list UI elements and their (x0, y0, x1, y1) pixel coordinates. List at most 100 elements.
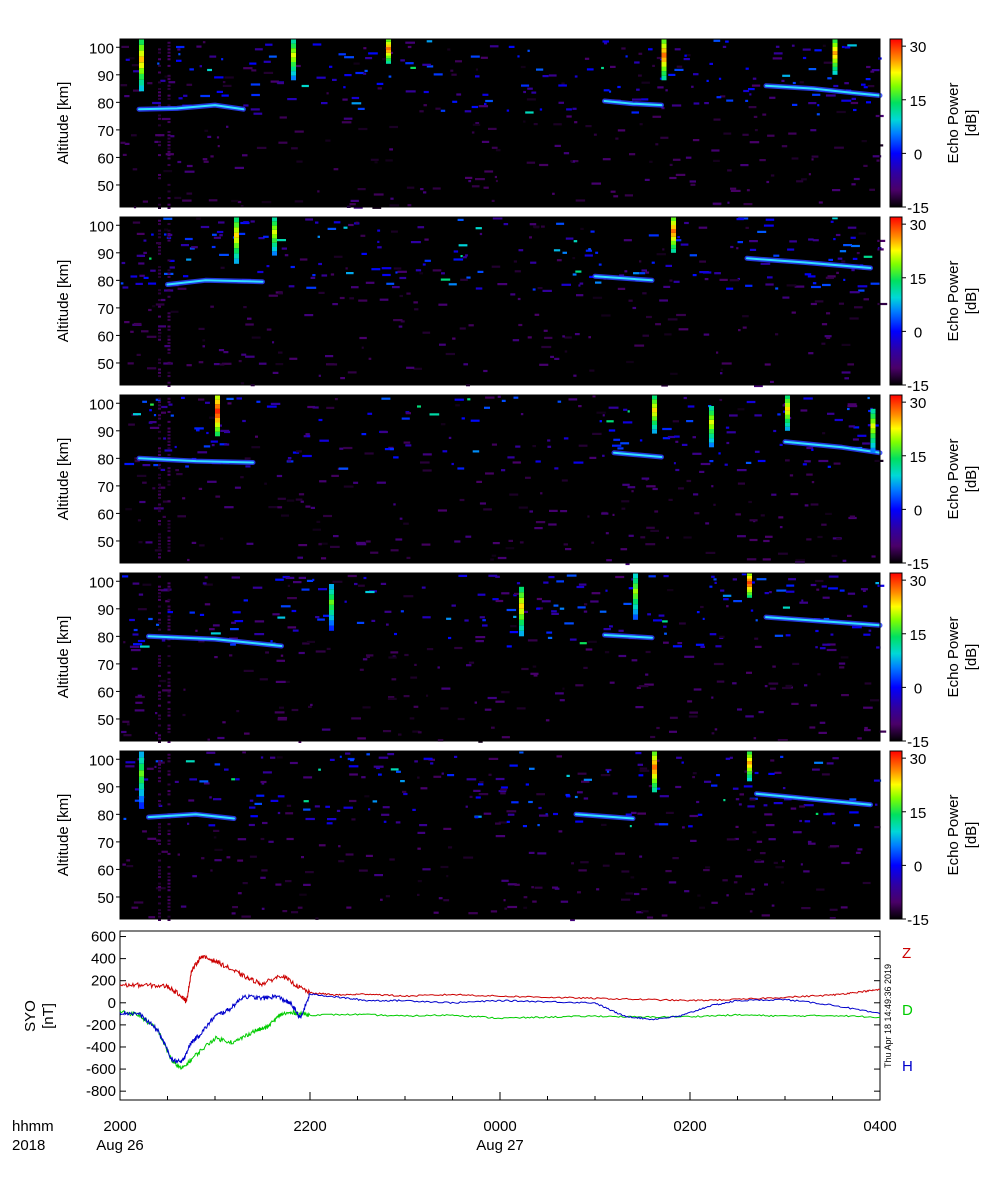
speckle (364, 452, 374, 455)
speckle (742, 133, 749, 136)
streak (158, 424, 161, 427)
speckle (604, 42, 608, 45)
speckle (468, 912, 478, 915)
speckle (307, 405, 315, 409)
speckle (207, 738, 210, 741)
speckle (745, 67, 749, 70)
speckle (565, 793, 570, 797)
streak (158, 694, 161, 697)
speckle (250, 108, 260, 111)
speckle (176, 473, 183, 476)
colorbar (889, 38, 903, 208)
speckle (689, 180, 696, 183)
speckle (213, 363, 220, 366)
streak (158, 91, 161, 94)
speckle (617, 129, 626, 132)
speckle (317, 190, 320, 193)
y-tick-label: 400 (91, 951, 116, 968)
speckle (618, 654, 627, 658)
speckle (720, 372, 723, 375)
speckle (621, 870, 630, 873)
streak (167, 790, 171, 793)
speckle (137, 639, 146, 643)
speckle (732, 682, 737, 685)
speckle (216, 136, 220, 139)
speckle (338, 467, 349, 470)
speckle (746, 671, 752, 674)
speckle (155, 839, 160, 842)
speckle (770, 759, 775, 762)
speckle (232, 611, 241, 614)
speckle (638, 774, 644, 777)
speckle (244, 457, 251, 460)
speckle (799, 81, 804, 84)
speckle (818, 201, 823, 204)
speckle (199, 65, 202, 68)
streak (167, 295, 171, 298)
speckle (782, 74, 791, 77)
speckle (606, 420, 614, 423)
legend-d: D (902, 1002, 913, 1019)
speckle (765, 283, 774, 286)
speckle (392, 286, 400, 289)
panel-frame (119, 394, 881, 564)
streak (158, 661, 161, 664)
speckle (354, 582, 358, 586)
speckle (554, 887, 560, 890)
echo-cell (291, 43, 296, 49)
speckle (683, 536, 692, 539)
streak (158, 618, 161, 621)
speckle (826, 648, 837, 652)
streak (167, 269, 171, 272)
speckle (214, 656, 218, 659)
speckle (356, 543, 367, 546)
y-tick-label: 90 (97, 68, 114, 85)
speckle (517, 297, 521, 301)
speckle (858, 289, 865, 292)
speckle (580, 861, 589, 864)
speckle (240, 205, 244, 208)
speckle (720, 368, 723, 371)
speckle (703, 333, 710, 336)
speckle (387, 753, 395, 756)
speckle (192, 875, 197, 878)
speckle (641, 81, 650, 84)
y-tick-label: 100 (89, 574, 114, 591)
speckle (726, 287, 734, 290)
speckle (612, 792, 618, 795)
streak (158, 763, 161, 766)
echo-cell (747, 578, 752, 582)
streak (167, 97, 171, 100)
speckle (799, 819, 802, 823)
speckle (421, 543, 431, 546)
speckle (143, 251, 147, 254)
speckle (849, 811, 859, 814)
speckle (646, 315, 652, 319)
speckle (453, 250, 459, 253)
speckle (847, 403, 857, 406)
speckle (847, 405, 858, 408)
speckle (864, 682, 872, 685)
speckle (563, 543, 568, 546)
speckle (276, 239, 286, 242)
colorbar-tick-label: 0 (914, 502, 922, 519)
speckle (674, 435, 680, 438)
speckle (762, 113, 767, 116)
speckle (129, 645, 140, 648)
speckle (686, 54, 691, 57)
streak (167, 470, 171, 473)
speckle (692, 452, 702, 455)
echo-cell (747, 592, 752, 596)
speckle (659, 795, 669, 798)
speckle (483, 186, 489, 189)
speckle (536, 597, 542, 601)
speckle (823, 61, 833, 64)
speckle (209, 628, 215, 631)
streak (167, 130, 171, 133)
speckle (523, 120, 526, 123)
streak (158, 520, 161, 523)
streak (158, 612, 161, 615)
streak (158, 714, 161, 717)
speckle (374, 874, 383, 877)
speckle (591, 541, 595, 544)
